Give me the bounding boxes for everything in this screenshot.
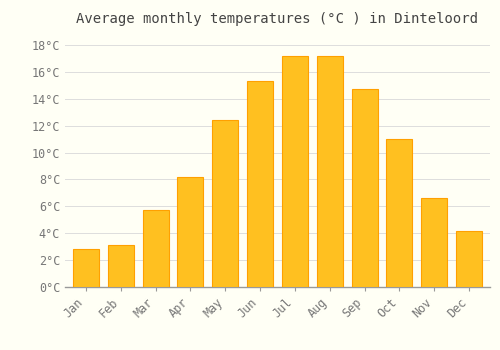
Bar: [421, 198, 448, 287]
Bar: [247, 81, 273, 287]
Bar: [73, 249, 99, 287]
Title: Average monthly temperatures (°C ) in Dinteloord: Average monthly temperatures (°C ) in Di…: [76, 12, 478, 26]
Bar: [316, 56, 343, 287]
Bar: [386, 139, 412, 287]
Bar: [108, 245, 134, 287]
Bar: [352, 89, 378, 287]
Bar: [178, 177, 204, 287]
Bar: [282, 56, 308, 287]
Bar: [212, 120, 238, 287]
Bar: [456, 231, 482, 287]
Bar: [142, 210, 169, 287]
